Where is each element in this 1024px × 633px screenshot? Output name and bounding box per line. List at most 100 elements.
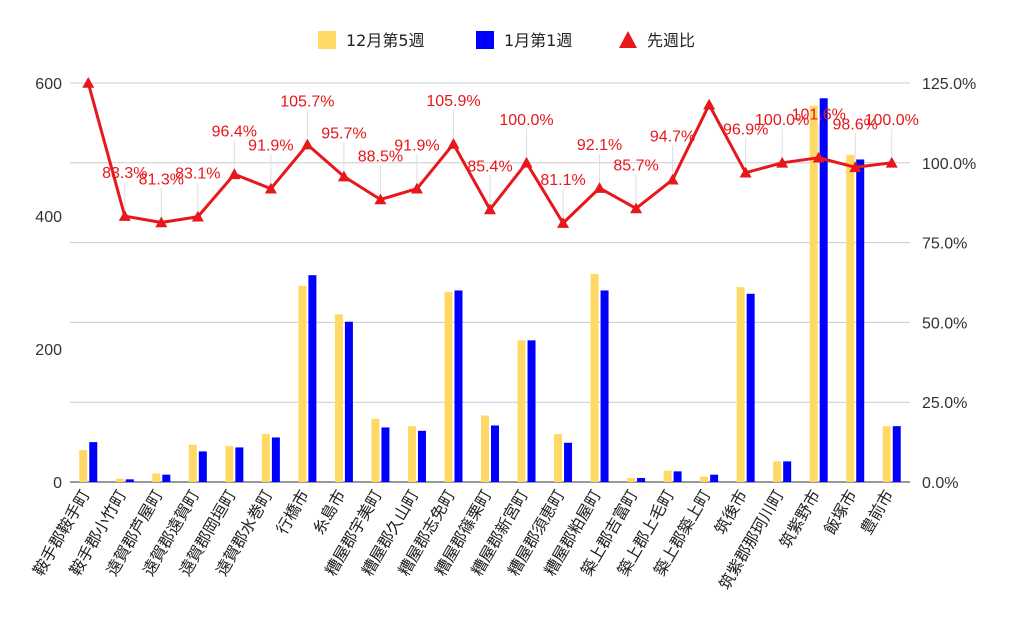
bar <box>271 437 280 482</box>
bar <box>371 418 380 482</box>
bar <box>773 461 782 482</box>
ratio-data-label: 81.1% <box>540 172 585 189</box>
ratio-point <box>776 156 789 168</box>
bar <box>334 314 343 482</box>
bar <box>783 461 792 482</box>
category-label: 飯塚市 <box>820 487 860 538</box>
ratio-data-label: 85.7% <box>613 157 658 174</box>
bar <box>846 154 855 482</box>
ratio-data-label: 100.0% <box>755 112 809 129</box>
ratio-point <box>849 161 862 173</box>
ratio-data-label: 98.6% <box>833 116 878 133</box>
ratio-point <box>374 193 387 205</box>
legend-swatch <box>619 31 637 48</box>
ratio-data-label: 85.4% <box>467 158 512 175</box>
ratio-data-label: 88.5% <box>358 149 403 166</box>
bar <box>710 474 719 482</box>
bar <box>700 476 709 482</box>
bar <box>261 434 270 482</box>
legend-swatch <box>318 31 336 49</box>
bar <box>115 478 124 482</box>
ratio-data-label: 92.1% <box>577 137 622 154</box>
bar <box>517 340 526 482</box>
ratio-data-label: 81.3% <box>139 171 184 188</box>
ratio-point <box>191 210 204 222</box>
ratio-data-label: 96.4% <box>212 123 257 140</box>
y-left-tick-label: 600 <box>35 76 62 93</box>
bar <box>235 447 244 482</box>
ratio-point <box>447 137 460 149</box>
ratio-point <box>410 182 423 194</box>
bar <box>344 321 353 482</box>
bar <box>79 450 88 482</box>
gridlines <box>70 82 910 483</box>
ratio-point <box>666 173 679 185</box>
bar <box>590 273 599 482</box>
bar <box>637 478 646 482</box>
ratio-point <box>82 77 95 88</box>
y-right-tick-label: 0.0% <box>922 475 958 492</box>
ratio-data-label: 105.9% <box>426 93 480 110</box>
bar <box>809 105 818 483</box>
bar <box>892 426 901 482</box>
bar <box>554 434 563 482</box>
bar <box>407 426 416 482</box>
axes: 0.0% 25.0% 50.0% 75.0% 100.0% 125.0% 0 200 400 60… <box>29 76 976 593</box>
y-left-tick-label: 200 <box>35 342 62 359</box>
ratio-point <box>812 151 825 163</box>
bar <box>819 98 828 483</box>
ratio-data-label: 100.0% <box>865 112 919 129</box>
bar <box>663 470 672 482</box>
ratio-data-label: 91.9% <box>394 138 439 155</box>
bar <box>225 446 234 482</box>
y-right-tick-label: 50.0% <box>922 315 967 332</box>
category-label: 豊前市 <box>857 487 897 538</box>
ratio-point <box>885 156 898 168</box>
ratio-data-label: 83.3% <box>102 165 147 182</box>
bar <box>882 426 891 482</box>
bar <box>298 285 307 482</box>
legend-swatch <box>476 31 494 49</box>
bar <box>152 473 161 482</box>
bar <box>856 159 865 482</box>
ratio-data-label: 95.7% <box>321 126 366 143</box>
legend: 12月第5週 1月第1週 先週比 <box>318 31 695 50</box>
bar <box>673 471 682 482</box>
bar <box>162 474 171 482</box>
bar <box>564 442 573 482</box>
ratio-point <box>155 216 168 228</box>
bar <box>308 275 317 482</box>
y-left-tick-label: 400 <box>35 209 62 226</box>
bar <box>198 451 207 482</box>
ratio-data-label: 94.7% <box>650 129 695 146</box>
bar <box>527 340 536 482</box>
bars <box>79 98 901 483</box>
ratio-point <box>593 182 606 193</box>
bar <box>444 291 453 482</box>
legend-label: 先週比 <box>647 31 695 50</box>
bar <box>125 479 134 482</box>
data-labels: 83.3%81.3%83.1%96.4%91.9%105.7%95.7%88.5… <box>102 93 919 218</box>
y-right-tick-label: 100.0% <box>922 156 976 173</box>
ratio-point <box>630 202 643 214</box>
bar <box>736 287 745 482</box>
ratio-point <box>484 203 496 215</box>
bar <box>188 444 197 482</box>
y-right-tick-label: 75.0% <box>922 236 967 253</box>
y-right-tick-label: 125.0% <box>922 76 976 93</box>
bar <box>89 442 98 482</box>
ratio-data-label: 91.9% <box>248 138 293 155</box>
ratio-point <box>337 170 350 182</box>
ratio-data-label: 96.9% <box>723 122 768 139</box>
ratio-point <box>264 182 277 194</box>
ratio-point <box>301 138 314 150</box>
bar <box>491 425 499 482</box>
bar <box>627 478 636 482</box>
bar <box>417 430 426 482</box>
ratio-point <box>703 98 716 110</box>
ratio-line <box>82 77 898 228</box>
ratio-point <box>520 156 533 168</box>
bar <box>381 427 390 482</box>
category-label: 行橋市 <box>272 487 312 538</box>
